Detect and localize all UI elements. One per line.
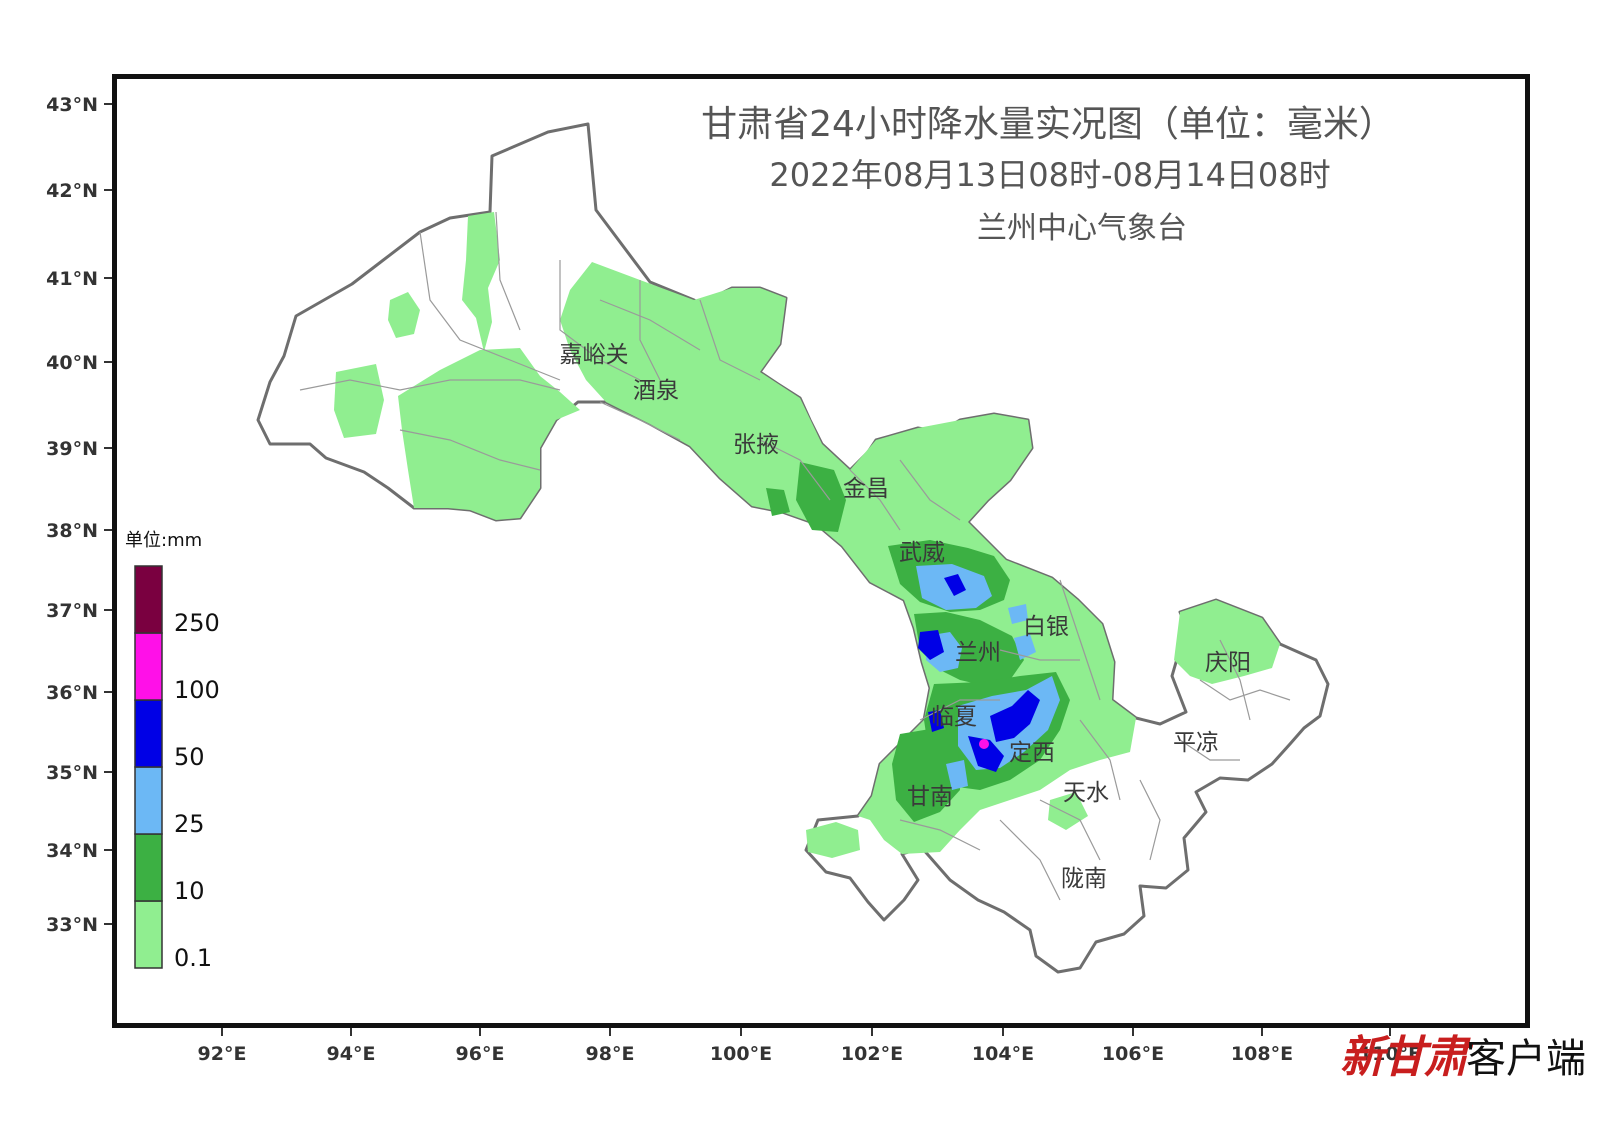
legend-swatch (134, 766, 163, 835)
latitude-tick-label: 42°N (46, 180, 98, 202)
legend: 单位:mm 0.1 10 25 50 100 250 (125, 530, 220, 972)
city-label: 临夏 (931, 704, 977, 730)
longitude-tick-label: 94°E (327, 1043, 376, 1065)
city-label: 酒泉 (633, 378, 679, 404)
city-label: 庆阳 (1205, 650, 1251, 676)
legend-swatch (134, 900, 163, 969)
longitude-tick-label: 100°E (710, 1043, 772, 1065)
city-label: 甘南 (907, 784, 953, 810)
news-app-logo: 新甘肃 客户端 (1340, 1021, 1586, 1085)
longitude-tick-label: 108°E (1231, 1043, 1293, 1065)
legend-swatch (134, 833, 163, 902)
longitude-tick-label: 96°E (456, 1043, 505, 1065)
city-label: 兰州 (955, 640, 1001, 666)
logo-suffix: 客户端 (1466, 1036, 1586, 1082)
longitude-tick-label: 92°E (198, 1043, 247, 1065)
city-label: 陇南 (1061, 866, 1107, 892)
logo-brand: 新甘肃 (1340, 1032, 1468, 1083)
map-time-range: 2022年08月13日08时-08月14日08时 (769, 156, 1330, 194)
latitude-tick-label: 34°N (46, 840, 98, 862)
longitude-axis: 92°E 94°E 96°E 98°E 100°E 102°E 104°E 106°E 108°… (198, 1028, 1421, 1065)
city-label: 张掖 (733, 432, 779, 458)
legend-label: 0.1 (174, 944, 212, 972)
latitude-tick-label: 40°N (46, 352, 98, 374)
city-label: 武威 (899, 540, 945, 566)
longitude-tick-label: 104°E (972, 1043, 1034, 1065)
county-boundaries (299, 211, 1291, 901)
longitude-tick-label: 98°E (586, 1043, 635, 1065)
map-source: 兰州中心气象台 (977, 211, 1187, 246)
longitude-tick-label: 102°E (841, 1043, 903, 1065)
latitude-tick-label: 38°N (46, 520, 98, 542)
legend-label: 250 (174, 609, 220, 637)
latitude-tick-label: 36°N (46, 682, 98, 704)
legend-unit: 单位:mm (125, 530, 202, 551)
longitude-tick-label: 106°E (1102, 1043, 1164, 1065)
legend-label: 10 (174, 877, 205, 905)
longitude-tick-label: 110°E (1359, 1043, 1421, 1065)
rain-zone-magenta (979, 739, 989, 749)
city-label: 天水 (1063, 780, 1109, 806)
gansu-province-outline (256, 122, 1330, 974)
latitude-axis: 43°N 42°N 41°N 40°N 39°N 38°N 37°N 36°N 35°N 34°N… (46, 94, 112, 936)
city-label: 金昌 (843, 476, 889, 502)
legend-label: 50 (174, 743, 205, 771)
latitude-tick-label: 39°N (46, 438, 98, 460)
rain-zone-blue (918, 574, 1040, 772)
map-title: 甘肃省24小时降水量实况图（单位：毫米） (701, 104, 1395, 145)
latitude-tick-label: 43°N (46, 94, 98, 116)
city-label: 白银 (1023, 614, 1069, 640)
latitude-tick-label: 33°N (46, 914, 98, 936)
legend-label: 100 (174, 676, 220, 704)
legend-swatch (134, 699, 163, 768)
latitude-tick-label: 37°N (46, 600, 98, 622)
map-frame (112, 74, 1530, 1028)
city-label: 嘉峪关 (560, 342, 629, 368)
city-label: 平凉 (1173, 730, 1219, 756)
legend-label: 25 (174, 810, 205, 838)
latitude-tick-label: 35°N (46, 762, 98, 784)
city-label: 定西 (1009, 740, 1055, 766)
legend-swatch (134, 632, 163, 701)
legend-swatch (134, 565, 163, 634)
latitude-tick-label: 41°N (46, 268, 98, 290)
